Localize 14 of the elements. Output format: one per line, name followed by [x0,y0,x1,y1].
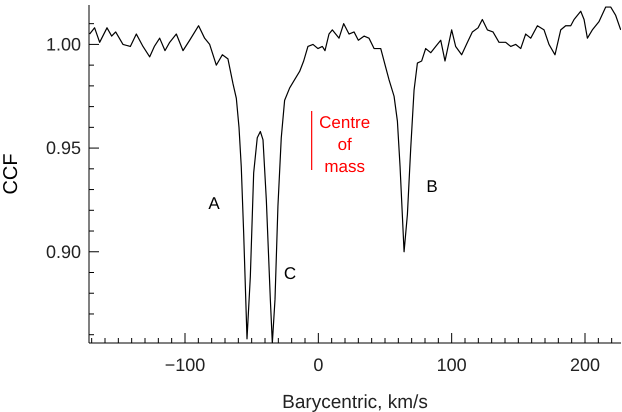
x-tick-label: 100 [436,355,467,375]
x-tick-label: 0 [313,355,324,375]
y-tick-label: 1.00 [46,34,81,54]
y-tick-label: 0.90 [46,242,81,262]
ref-line-label: Centre of mass [319,113,370,176]
annotation: A [208,194,220,213]
line-series [89,6,621,343]
x-tick-label: −100 [164,355,206,375]
y-axis-title: CCF [0,153,22,195]
annotation: C [284,264,296,283]
y-tick-label: 0.95 [46,138,81,158]
x-axis-title: Barycentric, km/s [282,392,428,412]
annotation: B [426,177,438,196]
x-tick-label: 200 [570,355,600,375]
